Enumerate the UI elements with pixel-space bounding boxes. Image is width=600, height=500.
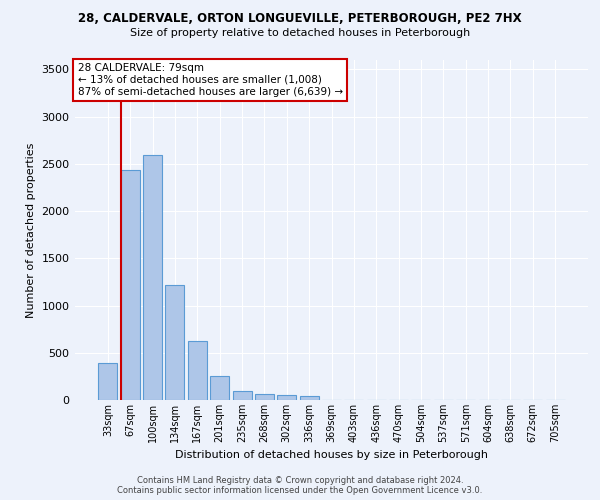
Y-axis label: Number of detached properties: Number of detached properties xyxy=(26,142,36,318)
Bar xyxy=(299,396,319,400)
Bar xyxy=(277,395,296,400)
Bar xyxy=(98,363,118,400)
X-axis label: Distribution of detached houses by size in Peterborough: Distribution of detached houses by size … xyxy=(175,450,488,460)
Bar xyxy=(233,390,251,400)
Text: 28 CALDERVALE: 79sqm
← 13% of detached houses are smaller (1,008)
87% of semi-de: 28 CALDERVALE: 79sqm ← 13% of detached h… xyxy=(77,64,343,96)
Bar xyxy=(188,340,207,400)
Bar xyxy=(210,376,229,400)
Bar xyxy=(255,394,274,400)
Text: 28, CALDERVALE, ORTON LONGUEVILLE, PETERBOROUGH, PE2 7HX: 28, CALDERVALE, ORTON LONGUEVILLE, PETER… xyxy=(78,12,522,26)
Bar xyxy=(121,170,140,400)
Text: Contains HM Land Registry data © Crown copyright and database right 2024.
Contai: Contains HM Land Registry data © Crown c… xyxy=(118,476,482,495)
Bar xyxy=(166,285,184,400)
Text: Size of property relative to detached houses in Peterborough: Size of property relative to detached ho… xyxy=(130,28,470,38)
Bar xyxy=(143,156,162,400)
